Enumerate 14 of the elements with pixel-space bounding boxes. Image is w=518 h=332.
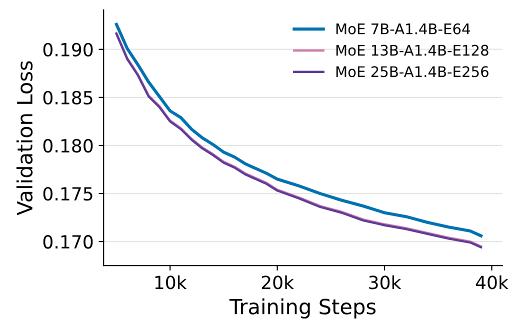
x-tick-label: 30k xyxy=(369,275,402,290)
x-tick-label: 40k xyxy=(476,275,508,290)
y-tick-label: 0.185 xyxy=(43,90,92,105)
y-tick-label: 0.180 xyxy=(43,138,93,153)
legend-label: MoE 7B-A1.4B-E64 xyxy=(336,23,470,34)
y-axis-title: Validation Loss xyxy=(16,61,33,216)
legend-label: MoE 25B-A1.4B-E256 xyxy=(336,66,488,78)
y-tick-label: 0.175 xyxy=(43,186,92,201)
y-tick-label: 0.190 xyxy=(43,42,93,56)
y-tick-label: 0.170 xyxy=(43,235,93,249)
x-axis-title: Training Steps xyxy=(229,298,376,319)
x-tick-label: 20k xyxy=(262,275,294,290)
x-tick-label: 10k xyxy=(155,275,187,290)
legend-label: MoE 13B-A1.4B-E128 xyxy=(336,44,488,56)
